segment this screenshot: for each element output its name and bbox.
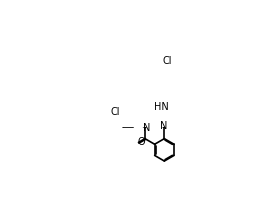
Text: N: N <box>160 121 168 131</box>
Text: HN: HN <box>154 102 169 112</box>
Text: Cl: Cl <box>162 56 172 66</box>
Text: N: N <box>143 123 150 133</box>
Text: Cl: Cl <box>110 107 120 117</box>
Text: O: O <box>138 137 145 147</box>
